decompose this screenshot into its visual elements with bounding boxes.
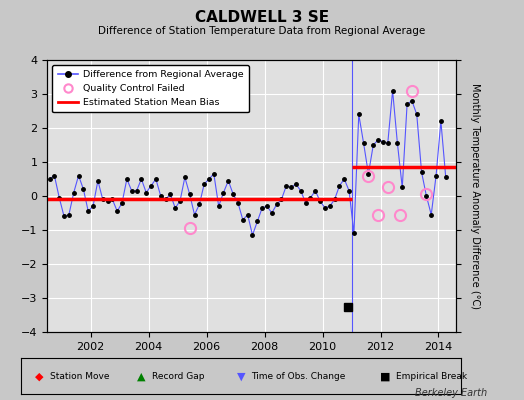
Text: Record Gap: Record Gap bbox=[152, 372, 204, 381]
Text: Berkeley Earth: Berkeley Earth bbox=[415, 388, 487, 398]
Y-axis label: Monthly Temperature Anomaly Difference (°C): Monthly Temperature Anomaly Difference (… bbox=[470, 83, 480, 309]
Text: Difference of Station Temperature Data from Regional Average: Difference of Station Temperature Data f… bbox=[99, 26, 425, 36]
Text: Time of Obs. Change: Time of Obs. Change bbox=[252, 372, 346, 381]
Text: ▼: ▼ bbox=[237, 372, 245, 382]
Text: CALDWELL 3 SE: CALDWELL 3 SE bbox=[195, 10, 329, 25]
Legend: Difference from Regional Average, Quality Control Failed, Estimated Station Mean: Difference from Regional Average, Qualit… bbox=[52, 65, 249, 112]
Text: ▲: ▲ bbox=[137, 372, 146, 382]
Text: ■: ■ bbox=[380, 372, 390, 382]
Text: Station Move: Station Move bbox=[50, 372, 110, 381]
Text: Empirical Break: Empirical Break bbox=[396, 372, 467, 381]
Text: ◆: ◆ bbox=[35, 372, 43, 382]
